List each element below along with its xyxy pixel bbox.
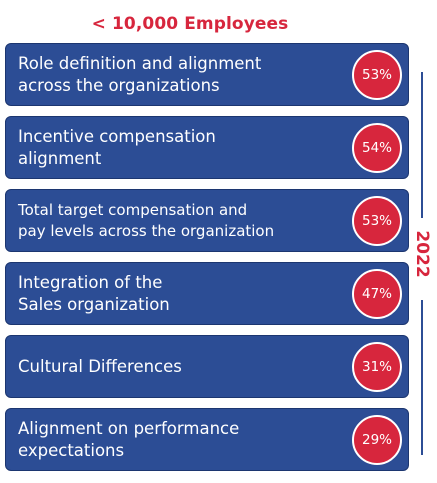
challenge-row-sales-integration: Integration of the Sales organization 47… — [5, 262, 409, 325]
challenge-label-line1: Integration of the — [18, 272, 163, 292]
challenge-label-line1: Cultural Differences — [18, 356, 182, 376]
challenge-label-line2: across the organizations — [18, 75, 220, 95]
percentage-badge: 53% — [352, 49, 402, 100]
challenge-row-incentive-compensation: Incentive compensation alignment 54% — [5, 116, 409, 179]
challenge-row-role-definition: Role definition and alignment across the… — [5, 43, 409, 106]
challenge-label-line2: Sales organization — [18, 294, 170, 314]
challenge-label: Role definition and alignment across the… — [6, 53, 318, 97]
challenge-row-cultural-differences: Cultural Differences 31% — [5, 335, 409, 398]
challenge-label: Incentive compensation alignment — [6, 126, 318, 170]
challenge-label: Cultural Differences — [6, 356, 318, 378]
challenge-label-line1: Alignment on performance — [18, 418, 240, 438]
challenge-label-line2: alignment — [18, 148, 102, 168]
challenge-label: Total target compensation and pay levels… — [6, 200, 318, 242]
challenge-label-line1: Incentive compensation — [18, 126, 216, 146]
challenge-label-line2: expectations — [18, 440, 125, 460]
percentage-badge: 53% — [352, 195, 402, 246]
challenge-row-performance-expectations: Alignment on performance expectations 29… — [5, 408, 409, 471]
percentage-badge: 29% — [352, 414, 402, 465]
year-bracket-line-bottom — [421, 300, 423, 455]
year-bracket-line-top — [421, 72, 423, 218]
challenge-row-total-target-compensation: Total target compensation and pay levels… — [5, 189, 409, 252]
challenge-label: Integration of the Sales organization — [6, 272, 318, 316]
percentage-badge: 54% — [352, 122, 402, 173]
challenge-label-line2: pay levels across the organization — [18, 221, 275, 240]
challenge-label: Alignment on performance expectations — [6, 418, 318, 462]
challenge-list: Role definition and alignment across the… — [5, 43, 409, 481]
year-label: 2022 — [412, 230, 432, 278]
percentage-badge: 47% — [352, 268, 402, 319]
challenge-label-line1: Total target compensation and — [18, 200, 248, 219]
chart-title: < 10,000 Employees — [91, 14, 289, 34]
challenge-label-line1: Role definition and alignment — [18, 53, 262, 73]
percentage-badge: 31% — [352, 341, 402, 392]
